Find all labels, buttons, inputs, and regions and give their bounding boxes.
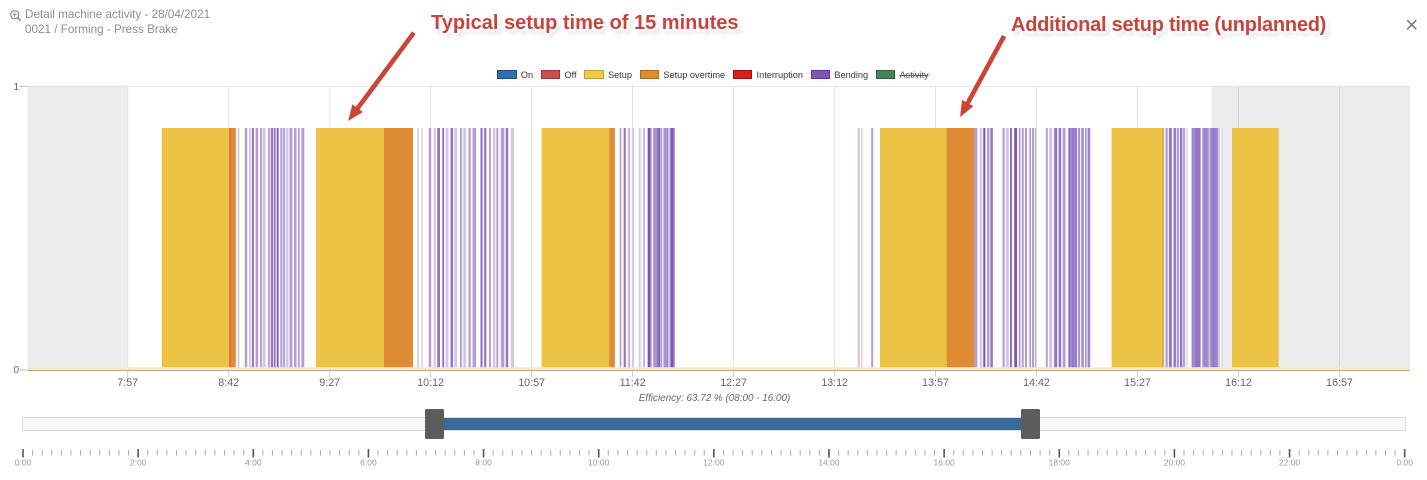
svg-text:20:00: 20:00 (1164, 458, 1186, 468)
svg-text:2:00: 2:00 (130, 458, 147, 468)
svg-text:8:42: 8:42 (218, 377, 239, 389)
svg-text:0:00: 0:00 (15, 458, 32, 468)
svg-text:16:57: 16:57 (1326, 377, 1353, 389)
svg-text:14:00: 14:00 (818, 458, 840, 468)
svg-text:12:27: 12:27 (720, 377, 747, 389)
svg-text:16:12: 16:12 (1225, 377, 1252, 389)
svg-text:0: 0 (13, 365, 19, 376)
svg-text:6:00: 6:00 (360, 458, 377, 468)
svg-text:15:27: 15:27 (1124, 377, 1151, 389)
svg-text:9:27: 9:27 (319, 377, 340, 389)
svg-text:0:00: 0:00 (1396, 458, 1413, 468)
svg-text:18:00: 18:00 (1049, 458, 1071, 468)
svg-text:10:12: 10:12 (417, 377, 444, 389)
svg-text:8:00: 8:00 (475, 458, 492, 468)
svg-text:4:00: 4:00 (245, 458, 262, 468)
svg-text:22:00: 22:00 (1279, 458, 1301, 468)
svg-text:16:00: 16:00 (933, 458, 955, 468)
svg-text:14:42: 14:42 (1023, 377, 1050, 389)
svg-text:1: 1 (13, 82, 19, 93)
svg-text:12:00: 12:00 (703, 458, 725, 468)
svg-text:13:12: 13:12 (821, 377, 848, 389)
svg-text:10:57: 10:57 (518, 377, 545, 389)
svg-text:7:57: 7:57 (117, 377, 138, 389)
svg-text:10:00: 10:00 (588, 458, 610, 468)
svg-text:13:57: 13:57 (922, 377, 949, 389)
svg-text:11:42: 11:42 (620, 377, 646, 389)
